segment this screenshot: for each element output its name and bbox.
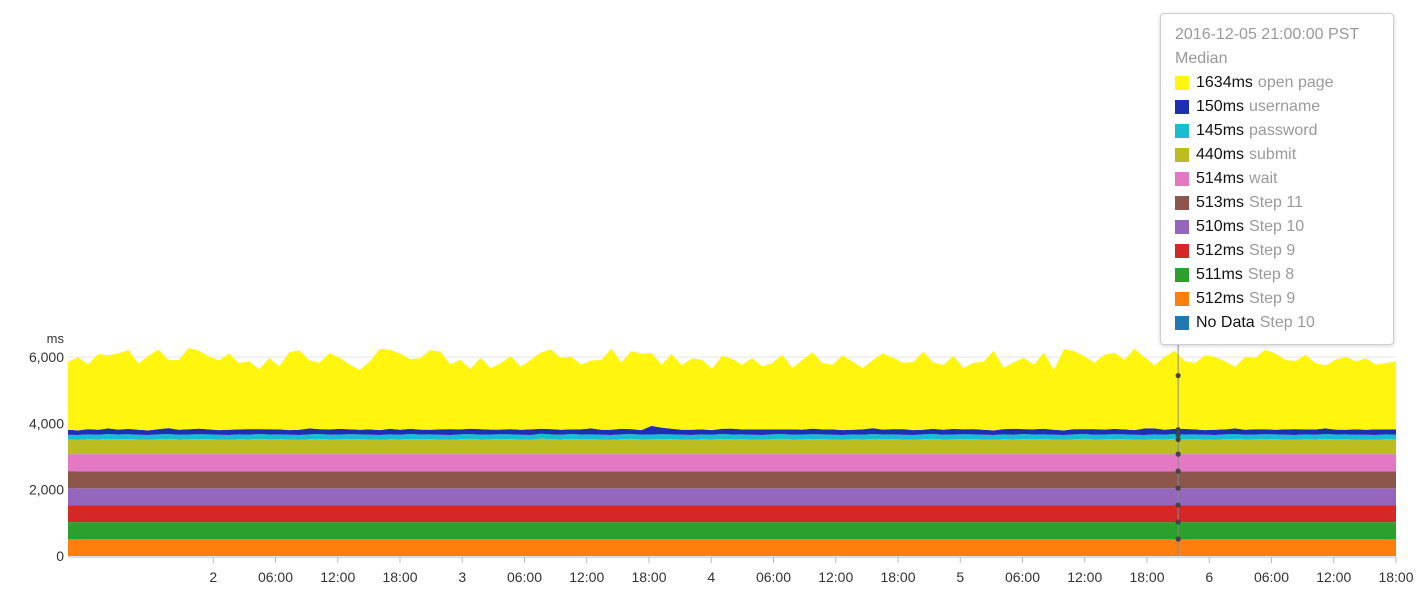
tooltip-item: 150ms username xyxy=(1175,95,1393,119)
y-tick-label: 6,000 xyxy=(29,349,64,365)
x-tick-label: 06:00 xyxy=(1005,569,1040,585)
area-step-10 xyxy=(68,488,1396,506)
hover-point xyxy=(1175,372,1181,379)
tooltip-value: 145ms xyxy=(1196,122,1245,139)
hover-crosshair xyxy=(1175,345,1181,556)
tooltip-value: 1634ms xyxy=(1196,74,1253,91)
tooltip-items: 1634ms open page 150ms username 145ms passwor… xyxy=(1175,71,1393,335)
area-step-9 xyxy=(68,539,1396,556)
legend-swatch-icon xyxy=(1175,76,1189,90)
tooltip-series-name: username xyxy=(1249,98,1321,115)
x-tick-label: 3 xyxy=(458,569,466,585)
legend-swatch-icon xyxy=(1175,100,1189,114)
legend-swatch-icon xyxy=(1175,316,1189,330)
x-tick-label: 6 xyxy=(1205,569,1213,585)
hover-point xyxy=(1175,536,1181,542)
tooltip-item: 440ms submit xyxy=(1175,143,1393,167)
tooltip-series-name: Step 8 xyxy=(1247,266,1295,283)
legend-swatch-icon xyxy=(1175,292,1189,306)
x-tick-label: 12:00 xyxy=(569,569,604,585)
tooltip-item: 1634ms open page xyxy=(1175,71,1393,95)
tooltip-item: 511ms Step 8 xyxy=(1175,263,1393,287)
tooltip-item: No Data Step 10 xyxy=(1175,311,1393,335)
tooltip-item: 512ms Step 9 xyxy=(1175,287,1393,311)
x-tick-label: 18:00 xyxy=(382,569,417,585)
tooltip-item: 510ms Step 10 xyxy=(1175,215,1393,239)
x-tick-label: 06:00 xyxy=(1254,569,1289,585)
area-submit xyxy=(68,438,1396,455)
area-step-11 xyxy=(68,471,1396,489)
area-password xyxy=(68,433,1396,440)
tooltip-item: 512ms Step 9 xyxy=(1175,239,1393,263)
x-tick-label: 12:00 xyxy=(1316,569,1351,585)
tooltip-value: 512ms xyxy=(1196,290,1245,307)
y-tick-label: 2,000 xyxy=(29,482,64,498)
tooltip-value: 513ms xyxy=(1196,194,1245,211)
tooltip-value: 440ms xyxy=(1196,146,1245,163)
tooltip-series-name: Step 10 xyxy=(1259,314,1315,331)
legend-swatch-icon xyxy=(1175,196,1189,210)
x-tick-label: 18:00 xyxy=(1129,569,1164,585)
area-wait xyxy=(68,454,1396,472)
area-step-8 xyxy=(68,522,1396,539)
tooltip-series-name: password xyxy=(1249,122,1318,139)
tooltip-value: No Data xyxy=(1196,314,1255,331)
legend-swatch-icon xyxy=(1175,148,1189,162)
legend-swatch-icon xyxy=(1175,244,1189,258)
tooltip-item: 513ms Step 11 xyxy=(1175,191,1393,215)
legend-swatch-icon xyxy=(1175,172,1189,186)
legend-swatch-icon xyxy=(1175,268,1189,282)
tooltip-value: 512ms xyxy=(1196,242,1245,259)
tooltip-series-name: Step 9 xyxy=(1249,290,1296,307)
hover-point xyxy=(1175,519,1181,525)
x-tick-label: 12:00 xyxy=(1067,569,1102,585)
tooltip-item: 145ms password xyxy=(1175,119,1393,143)
hover-tooltip: 2016-12-05 21:00:00 PST Median 1634ms ope… xyxy=(1160,13,1394,345)
x-tick-label: 18:00 xyxy=(880,569,915,585)
tooltip-series-name: Step 9 xyxy=(1249,242,1296,259)
tooltip-value: 150ms xyxy=(1196,98,1245,115)
x-tick-label: 4 xyxy=(707,569,715,585)
y-tick-label: 4,000 xyxy=(29,415,64,431)
x-tick-label: 06:00 xyxy=(756,569,791,585)
tooltip-series-name: Step 10 xyxy=(1249,218,1305,235)
tooltip-value: 510ms xyxy=(1196,218,1245,235)
x-tick-label: 2 xyxy=(209,569,217,585)
tooltip-value: 514ms xyxy=(1196,170,1245,187)
y-axis-unit: ms xyxy=(47,331,65,346)
legend-swatch-icon xyxy=(1175,124,1189,138)
tooltip-item: 514ms wait xyxy=(1175,167,1393,191)
tooltip-timestamp: 2016-12-05 21:00:00 PST xyxy=(1175,26,1360,43)
hover-point xyxy=(1175,432,1181,438)
tooltip-value: 511ms xyxy=(1196,266,1243,283)
area-open-page xyxy=(68,348,1396,431)
area-username xyxy=(68,425,1396,435)
tooltip-series-name: wait xyxy=(1249,170,1278,187)
hover-point xyxy=(1175,468,1181,474)
hover-point xyxy=(1175,427,1181,433)
hover-point xyxy=(1175,436,1181,443)
axes: 0 2,000 4,000 6,000 ms 2 06:00 12:00 18:00 3 06:00… xyxy=(29,331,1414,585)
y-tick-label: 0 xyxy=(56,548,64,564)
hover-point xyxy=(1175,485,1181,491)
area-series xyxy=(68,348,1396,556)
legend-swatch-icon xyxy=(1175,220,1189,234)
x-tick-label: 18:00 xyxy=(1378,569,1413,585)
hover-point xyxy=(1175,451,1181,457)
tooltip-series-name: open page xyxy=(1257,74,1334,91)
x-tick-label: 06:00 xyxy=(258,569,293,585)
x-tick-label: 12:00 xyxy=(320,569,355,585)
area-step-9 xyxy=(68,505,1396,523)
x-tick-label: 5 xyxy=(956,569,964,585)
tooltip-series-name: Step 11 xyxy=(1249,194,1303,211)
tooltip-stat: Median xyxy=(1175,50,1228,67)
x-tick-label: 06:00 xyxy=(507,569,542,585)
hover-point xyxy=(1175,502,1181,508)
tooltip-series-name: submit xyxy=(1249,146,1297,163)
x-tick-label: 18:00 xyxy=(631,569,666,585)
x-tick-label: 12:00 xyxy=(818,569,853,585)
